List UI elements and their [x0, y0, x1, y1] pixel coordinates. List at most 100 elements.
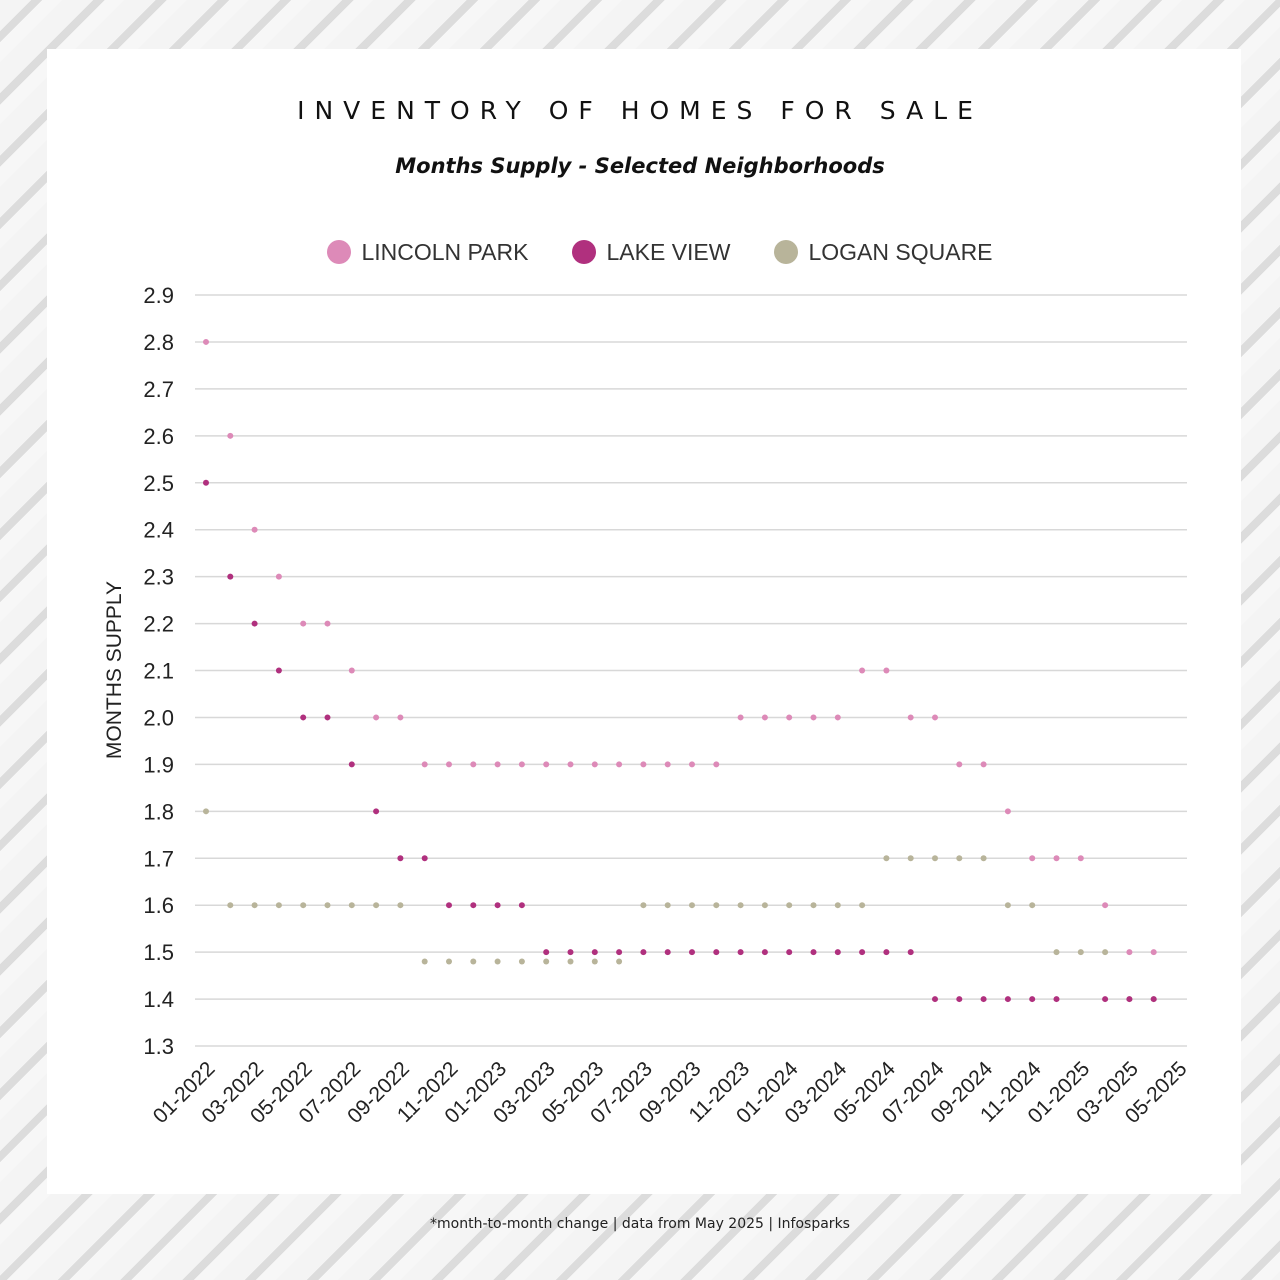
gridlines: [195, 294, 1187, 1047]
data-point: [737, 949, 744, 956]
data-point: [446, 958, 452, 965]
data-point: [689, 761, 695, 768]
data-point: [761, 949, 768, 956]
data-point: [834, 949, 841, 956]
data-point: [518, 902, 525, 909]
data-point: [275, 573, 282, 580]
data-point: [543, 949, 550, 956]
data-point: [567, 761, 574, 768]
data-point: [324, 714, 331, 721]
data-point: [373, 808, 380, 815]
data-point: [932, 855, 938, 862]
y-tick-label: 2.0: [143, 705, 174, 730]
y-tick-label: 1.7: [143, 846, 174, 871]
data-point: [761, 714, 768, 721]
data-point: [616, 949, 623, 956]
chart-legend: LINCOLN PARK LAKE VIEW LOGAN SQUARE: [0, 236, 1280, 268]
data-point: [859, 902, 866, 909]
y-tick-label: 1.3: [143, 1034, 174, 1059]
data-point: [300, 714, 307, 721]
data-point: [616, 761, 623, 768]
data-point: [1004, 902, 1011, 909]
legend-swatch-lake-view: [572, 240, 597, 264]
data-point: [664, 949, 671, 956]
data-point: [1053, 949, 1060, 956]
data-point: [227, 902, 234, 909]
data-point: [494, 958, 501, 965]
data-point: [956, 996, 963, 1003]
chart-card: [47, 49, 1241, 1194]
data-point: [348, 902, 355, 909]
data-point: [1029, 855, 1036, 862]
data-point: [1102, 949, 1109, 956]
y-tick-label: 1.6: [143, 893, 174, 918]
data-point: [251, 620, 258, 627]
data-point: [859, 667, 866, 674]
data-point: [810, 902, 817, 909]
x-axis-ticks: 01-202203-202205-202207-202209-202211-20…: [149, 1057, 1192, 1128]
data-point: [203, 808, 209, 815]
y-tick-label: 2.4: [143, 518, 174, 543]
footer-note: *month-to-month change | data from May 2…: [430, 1216, 850, 1232]
data-point: [980, 761, 987, 768]
data-point: [980, 996, 987, 1003]
data-point: [591, 949, 598, 956]
data-point: [470, 958, 477, 965]
data-point: [883, 855, 890, 862]
data-point: [834, 714, 841, 721]
data-point: [518, 958, 525, 965]
data-point: [348, 667, 355, 674]
data-point: [640, 902, 647, 909]
data-point: [203, 338, 209, 345]
data-point: [275, 902, 282, 909]
legend-item-logan-square: LOGAN SQUARE: [774, 239, 993, 266]
y-axis-ticks: 2.9 2.8 2.7 2.6 2.5 2.4 2.3 2.2 2.1 2.0 1.9 1.8 1.7 1…: [143, 283, 174, 1059]
y-tick-label: 1.8: [143, 799, 174, 824]
data-point: [713, 902, 720, 909]
legend-item-lake-view: LAKE VIEW: [572, 239, 730, 266]
data-point: [907, 855, 914, 862]
y-tick-label: 2.7: [143, 377, 174, 402]
data-point: [737, 714, 744, 721]
data-point: [640, 949, 647, 956]
data-point: [1004, 808, 1011, 815]
data-point: [300, 902, 307, 909]
data-point: [227, 573, 234, 580]
data-point: [300, 620, 307, 627]
y-tick-label: 2.8: [143, 330, 174, 355]
data-points: [203, 338, 1157, 1003]
data-point: [689, 949, 695, 956]
y-tick-label: 2.5: [143, 471, 174, 496]
data-point: [397, 902, 404, 909]
data-point: [421, 855, 428, 862]
data-point: [834, 902, 841, 909]
data-point: [251, 526, 258, 533]
y-axis-label: MONTHS SUPPLY: [103, 581, 126, 759]
data-point: [1029, 902, 1036, 909]
data-point: [883, 949, 890, 956]
data-point: [664, 902, 671, 909]
data-point: [1126, 996, 1133, 1003]
data-point: [761, 902, 768, 909]
data-point: [956, 761, 963, 768]
data-point: [1150, 996, 1157, 1003]
data-point: [324, 902, 331, 909]
data-point: [203, 479, 209, 486]
y-tick-label: 2.9: [143, 283, 174, 308]
data-point: [689, 902, 695, 909]
data-point: [567, 949, 574, 956]
data-point: [251, 902, 258, 909]
y-tick-label: 1.5: [143, 940, 174, 965]
data-point: [1053, 855, 1060, 862]
chart-title: INVENTORY OF HOMES FOR SALE: [297, 96, 983, 125]
data-point: [446, 902, 452, 909]
data-point: [1053, 996, 1060, 1003]
data-point: [956, 855, 963, 862]
data-point: [907, 949, 914, 956]
data-point: [518, 761, 525, 768]
data-point: [907, 714, 914, 721]
data-point: [543, 761, 550, 768]
data-point: [1102, 902, 1109, 909]
data-point: [883, 667, 890, 674]
